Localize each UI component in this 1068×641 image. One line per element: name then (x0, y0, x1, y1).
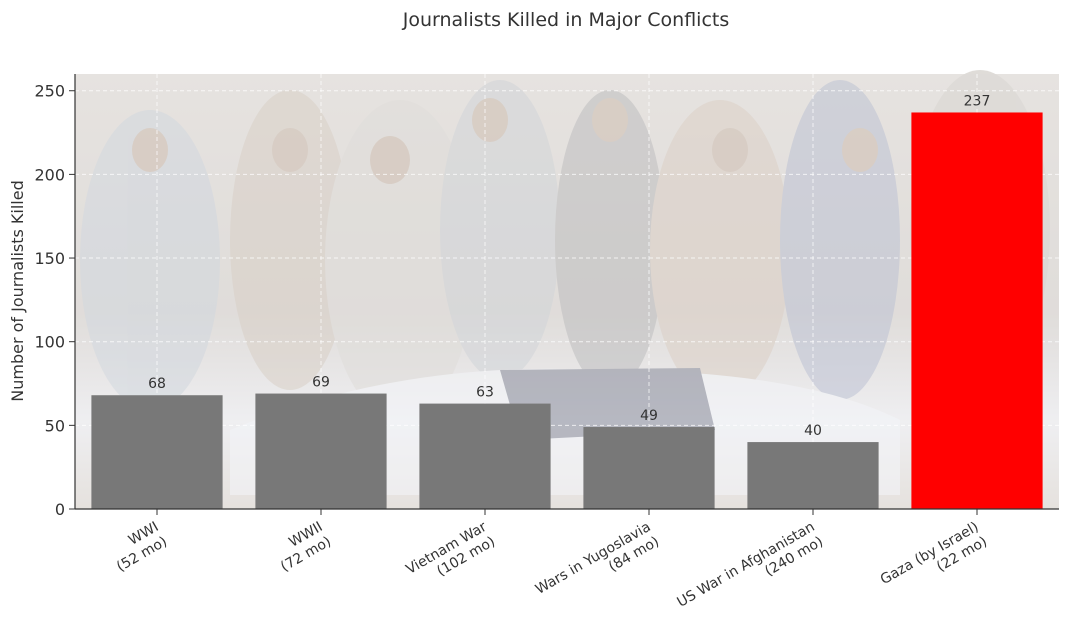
y-tick-label: 250 (34, 82, 65, 101)
bar (255, 393, 387, 509)
axes (74, 74, 1059, 510)
y-ticks-group: 0 50 100 150 200 250 (34, 82, 75, 519)
data-labels-group: 68 69 63 49 40 237 (148, 93, 990, 439)
bar-value-label: 237 (964, 93, 991, 109)
x-tick-label: WWII(72 mo) (270, 519, 334, 575)
bar-value-label: 40 (804, 423, 822, 439)
x-tick-label: Gaza (by Israel)(22 mo) (878, 519, 990, 603)
x-tick-label: US War in Afghanistan(240 mo) (675, 519, 826, 626)
bar (583, 427, 715, 509)
x-tick-label: Wars in Yugoslavia(84 mo) (533, 519, 662, 613)
x-ticks-group: WWI(52 mo) WWII(72 mo) Vietnam War(102 mo)… (106, 509, 990, 626)
bar-value-label: 63 (476, 385, 494, 401)
x-tick-label: WWI(52 mo) (106, 519, 170, 575)
bar-value-label: 68 (148, 376, 166, 392)
bar-value-label: 49 (640, 408, 658, 424)
bar (747, 442, 879, 509)
bar (911, 112, 1043, 509)
y-tick-label: 50 (45, 416, 65, 435)
y-tick-label: 100 (34, 333, 65, 352)
y-tick-label: 200 (34, 165, 65, 184)
x-tick-label: Vietnam War(102 mo) (403, 519, 498, 593)
bar (419, 403, 551, 509)
y-tick-label: 0 (55, 500, 65, 519)
background-photo (75, 70, 1059, 509)
x-tick-label-line: US War in Afghanistan (675, 519, 818, 611)
bars-group (91, 112, 1043, 509)
chart-title: Journalists Killed in Major Conflicts (402, 9, 730, 31)
bar (91, 395, 223, 509)
y-tick-label: 150 (34, 249, 65, 268)
bar-value-label: 69 (312, 375, 330, 391)
y-axis-label: Number of Journalists Killed (8, 180, 27, 402)
